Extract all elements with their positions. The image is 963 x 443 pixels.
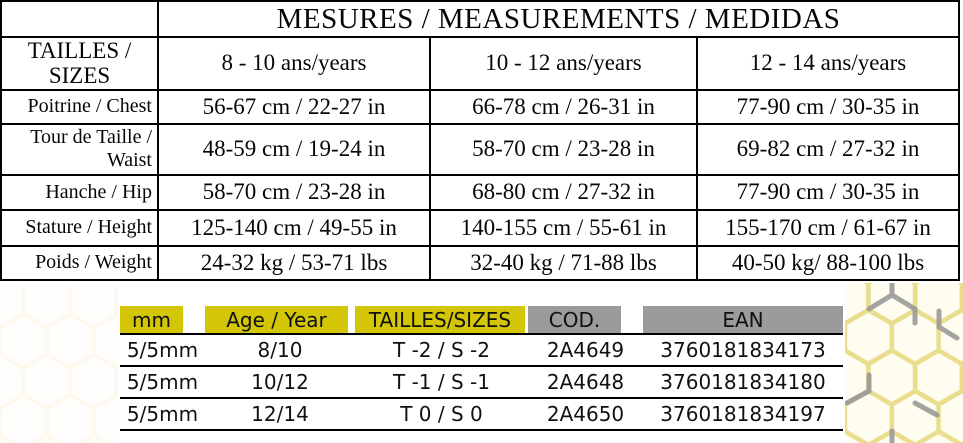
- header-cell-cod: COD.: [528, 306, 643, 335]
- cell-cod: 2A4650: [528, 398, 643, 431]
- age-column-header: 12 - 14 ans/years: [695, 36, 961, 91]
- measure-cell: 58-70 cm / 23-28 in: [157, 173, 431, 211]
- table-row: Hanche / Hip 58-70 cm / 23-28 in 68-80 c…: [0, 173, 961, 211]
- row-label: Hanche / Hip: [0, 173, 159, 211]
- age-column-header: 8 - 10 ans/years: [157, 36, 431, 91]
- age-column-header: 10 - 12 ans/years: [429, 36, 698, 91]
- cell-size: T 0 / S 0: [355, 398, 528, 431]
- cell-age: 8/10: [205, 334, 355, 367]
- row-label: Tour de Taille / Waist: [0, 122, 159, 176]
- cell-age: 12/14: [205, 398, 355, 431]
- measure-cell: 77-90 cm / 30-35 in: [695, 173, 961, 211]
- cell-cod: 2A4649: [528, 334, 643, 367]
- header-label: EAN: [722, 307, 764, 332]
- row-label: Poitrine / Chest: [0, 88, 159, 125]
- cell-ean: 3760181834197: [643, 398, 843, 431]
- honeycomb-decoration: [845, 283, 963, 443]
- product-row: 5/5mm 8/10 T -2 / S -2 2A4649 3760181834…: [120, 334, 843, 367]
- measure-cell: 68-80 cm / 27-32 in: [429, 173, 698, 211]
- product-header-row: mm Age / Year TAILLES/SIZES COD. EAN: [120, 306, 843, 335]
- table-row: Poids / Weight 24-32 kg / 53-71 lbs 32-4…: [0, 244, 961, 281]
- measure-cell: 140-155 cm / 55-61 in: [429, 208, 698, 247]
- header-chip: TAILLES/SIZES: [355, 306, 525, 333]
- measure-cell: 66-78 cm / 26-31 in: [429, 88, 698, 125]
- honeycomb-decoration-faint: [0, 287, 118, 443]
- measure-cell: 56-67 cm / 22-27 in: [157, 88, 431, 125]
- cell-mm: 5/5mm: [120, 334, 205, 367]
- cell-size: T -1 / S -1: [355, 366, 528, 399]
- measure-cell: 155-170 cm / 61-67 in: [695, 208, 961, 247]
- measurements-table: MESURES / MEASUREMENTS / MEDIDAS TAILLES…: [0, 0, 961, 281]
- measure-cell: 48-59 cm / 19-24 in: [157, 122, 431, 176]
- header-cell-sizes: TAILLES/SIZES: [355, 306, 528, 335]
- cell-ean: 3760181834173: [643, 334, 843, 367]
- measurements-title: MESURES / MEASUREMENTS / MEDIDAS: [156, 0, 961, 38]
- product-row: 5/5mm 12/14 T 0 / S 0 2A4650 37601818341…: [120, 398, 843, 431]
- measure-cell: 125-140 cm / 49-55 in: [157, 208, 431, 247]
- sizes-header-cell: TAILLES / SIZES: [0, 36, 159, 91]
- header-label: COD.: [548, 307, 601, 332]
- table-row: Stature / Height 125-140 cm / 49-55 in 1…: [0, 208, 961, 247]
- header-label: mm: [132, 307, 171, 332]
- cell-size: T -2 / S -2: [355, 334, 528, 367]
- header-chip: Age / Year: [205, 306, 348, 333]
- cell-cod: 2A4648: [528, 366, 643, 399]
- measure-cell: 32-40 kg / 71-88 lbs: [429, 244, 698, 281]
- measure-cell: 58-70 cm / 23-28 in: [429, 122, 698, 176]
- table-row: TAILLES / SIZES 8 - 10 ans/years 10 - 12…: [0, 36, 961, 91]
- cell-ean: 3760181834180: [643, 366, 843, 399]
- measure-cell: 40-50 kg/ 88-100 lbs: [695, 244, 961, 281]
- header-chip: EAN: [643, 306, 843, 333]
- measure-cell: 69-82 cm / 27-32 in: [695, 122, 961, 176]
- header-cell-age: Age / Year: [205, 306, 355, 335]
- table-row: Tour de Taille / Waist 48-59 cm / 19-24 …: [0, 122, 961, 176]
- cell-age: 10/12: [205, 366, 355, 399]
- corner-cell: [0, 0, 159, 38]
- product-table: mm Age / Year TAILLES/SIZES COD. EAN 5/5…: [120, 306, 843, 431]
- table-row: Poitrine / Chest 56-67 cm / 22-27 in 66-…: [0, 88, 961, 125]
- measure-cell: 24-32 kg / 53-71 lbs: [157, 244, 431, 281]
- header-chip: mm: [120, 306, 183, 333]
- table-row: MESURES / MEASUREMENTS / MEDIDAS: [0, 0, 961, 38]
- product-row: 5/5mm 10/12 T -1 / S -1 2A4648 376018183…: [120, 366, 843, 399]
- header-label: Age / Year: [226, 307, 327, 332]
- cell-mm: 5/5mm: [120, 366, 205, 399]
- header-cell-mm: mm: [120, 306, 205, 335]
- header-label: TAILLES/SIZES: [368, 307, 512, 332]
- header-cell-ean: EAN: [643, 306, 843, 335]
- measure-cell: 77-90 cm / 30-35 in: [695, 88, 961, 125]
- row-label: Poids / Weight: [0, 244, 159, 281]
- row-label: Stature / Height: [0, 208, 159, 247]
- cell-mm: 5/5mm: [120, 398, 205, 431]
- product-table-wrap: mm Age / Year TAILLES/SIZES COD. EAN 5/5…: [120, 306, 843, 431]
- header-chip: COD.: [528, 306, 621, 333]
